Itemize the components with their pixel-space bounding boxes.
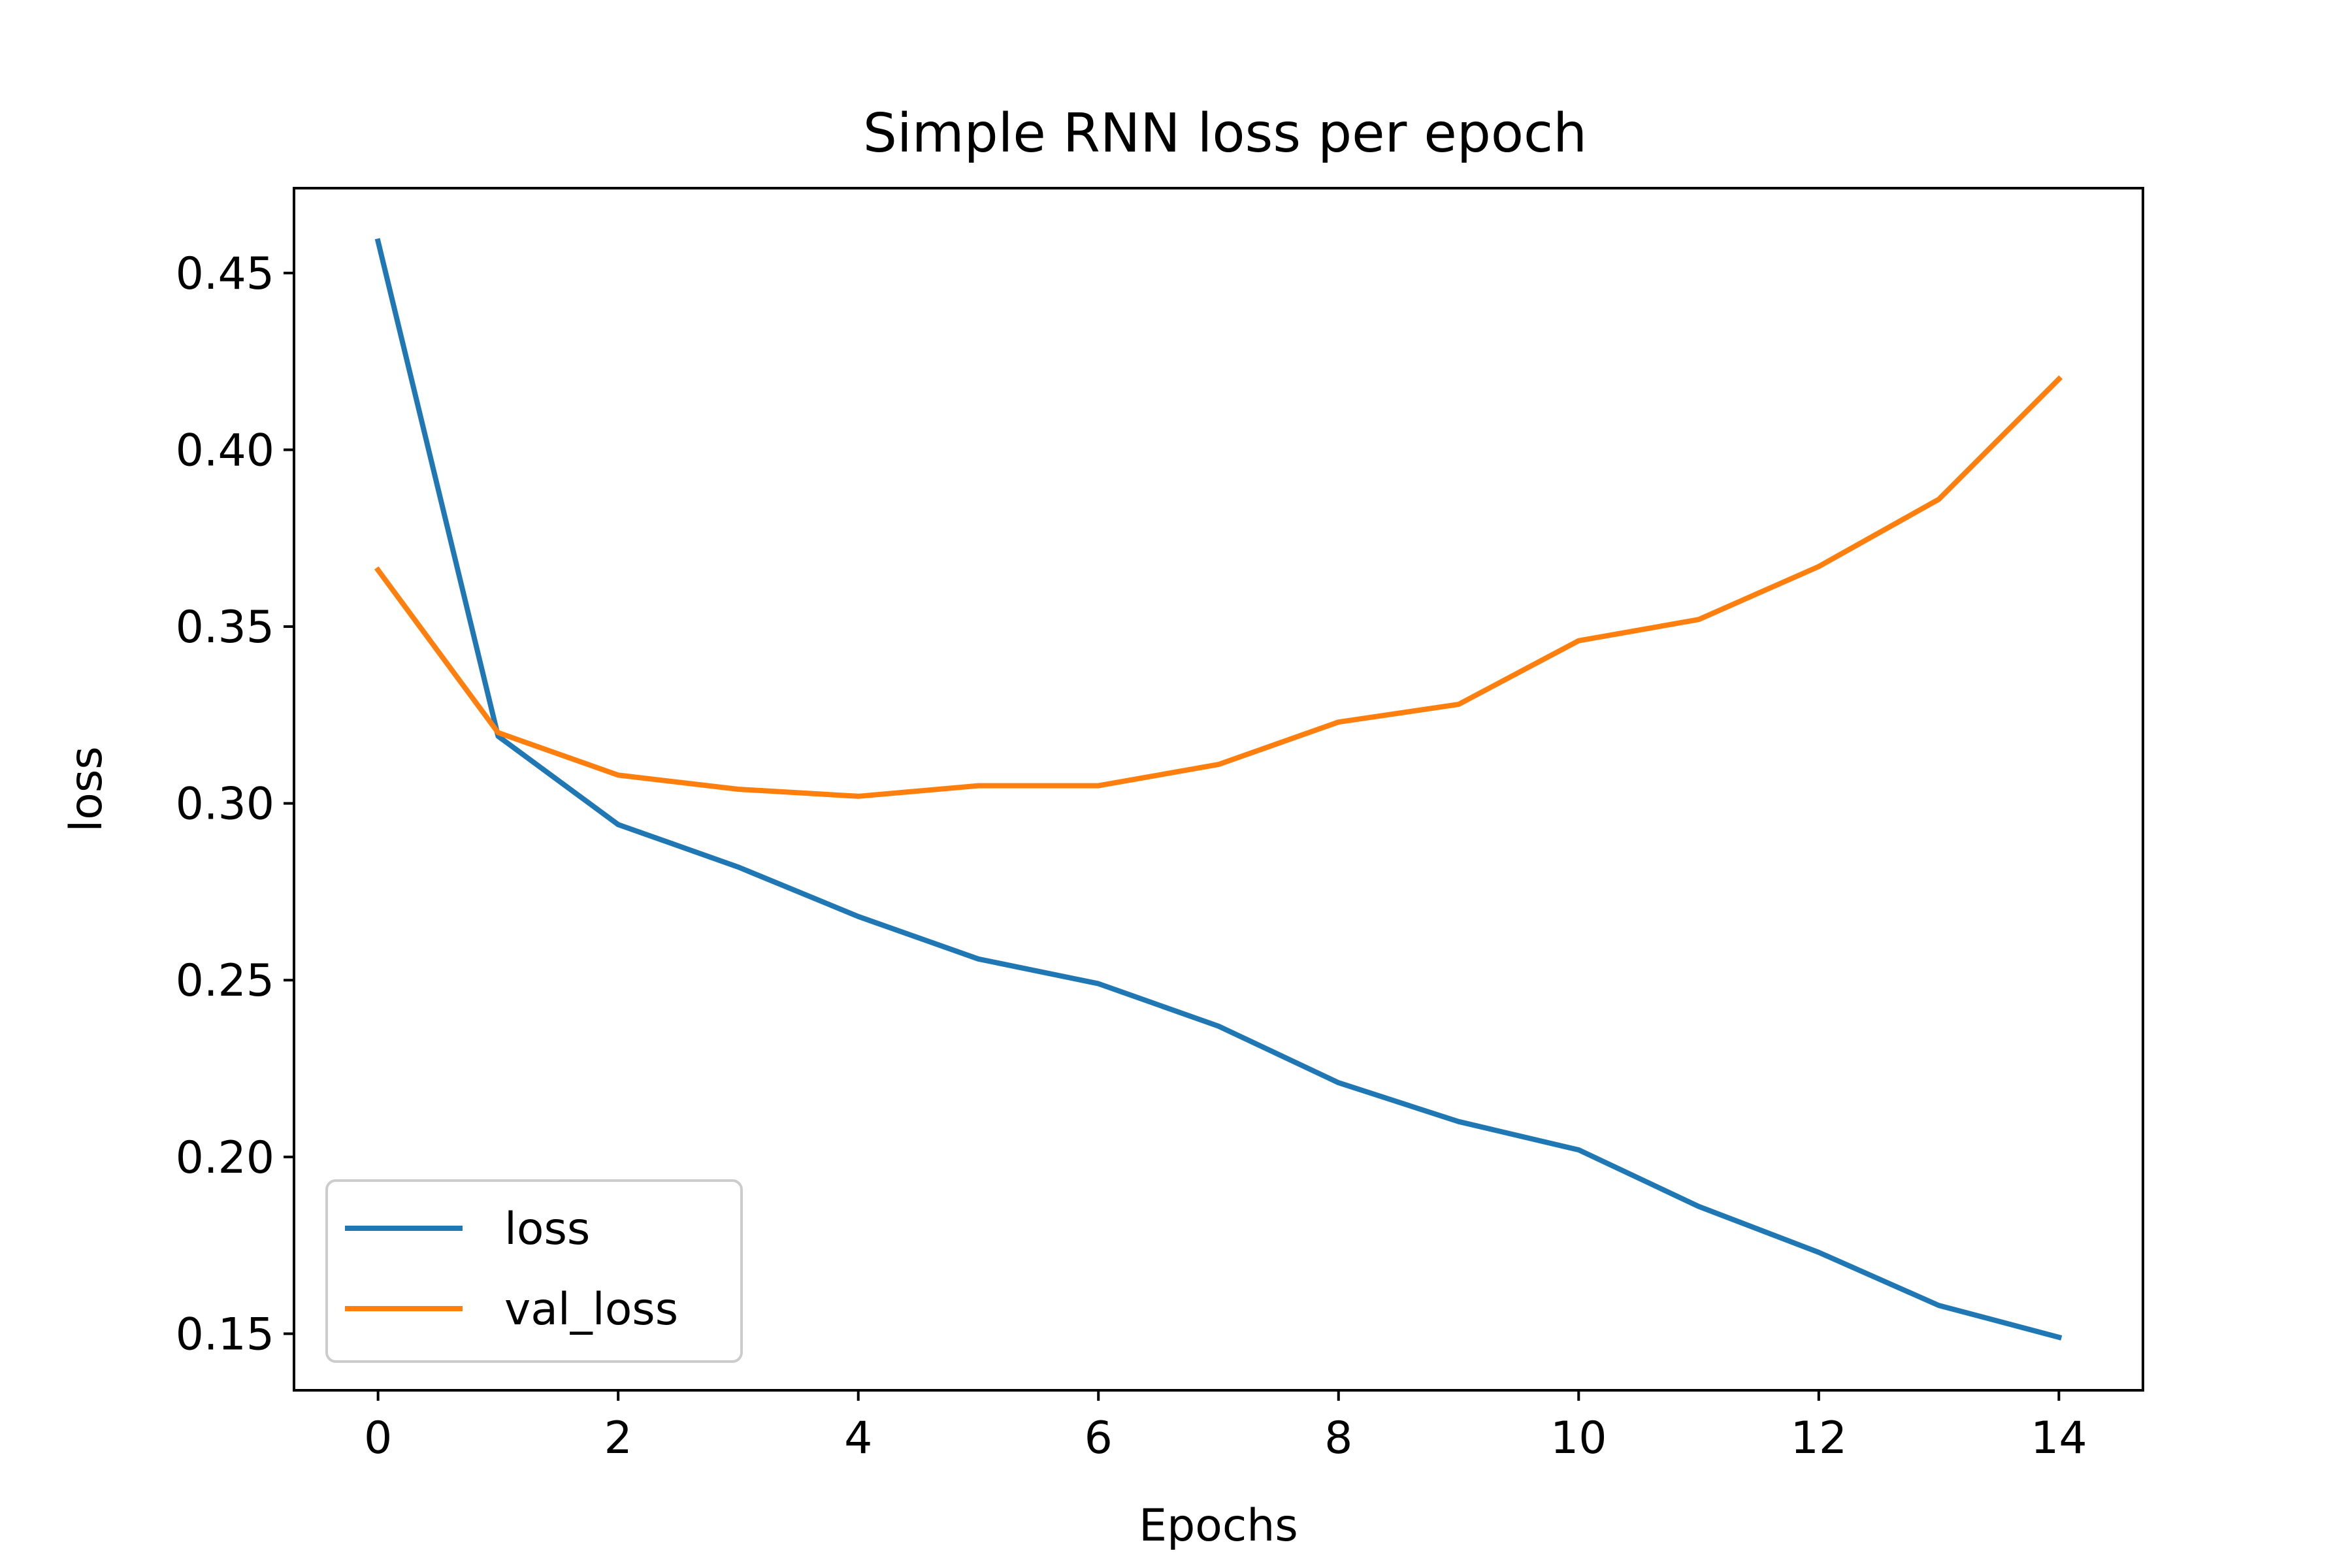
x-tick-label: 2 bbox=[604, 1413, 632, 1464]
series-line-loss bbox=[374, 238, 2063, 1341]
x-tick-label: 4 bbox=[844, 1413, 872, 1464]
x-tick-label: 10 bbox=[1550, 1413, 1607, 1464]
y-tick-label: 0.30 bbox=[176, 779, 274, 830]
legend: loss val_loss bbox=[325, 1179, 743, 1363]
x-tick-label: 12 bbox=[1791, 1413, 1848, 1464]
y-axis-label: loss bbox=[61, 746, 112, 832]
series-layer bbox=[374, 238, 2063, 1341]
y-tick-label: 0.15 bbox=[176, 1309, 274, 1360]
chart-title: Simple RNN loss per epoch bbox=[863, 103, 1587, 165]
x-tick-label: 0 bbox=[364, 1413, 392, 1464]
y-tick-label: 0.45 bbox=[176, 248, 274, 300]
axes-frame bbox=[293, 187, 2144, 1392]
x-axis-label: Epochs bbox=[1139, 1500, 1298, 1552]
y-axis: 0.15 0.20 0.25 0.30 0.35 0.40 0.45 bbox=[176, 248, 294, 1360]
x-tick-label: 6 bbox=[1085, 1413, 1113, 1464]
series-line-val-loss bbox=[374, 375, 2063, 799]
x-tick-label: 14 bbox=[2031, 1413, 2087, 1464]
y-tick-label: 0.40 bbox=[176, 425, 274, 476]
x-tick-label: 8 bbox=[1324, 1413, 1352, 1464]
x-axis: 0 2 4 6 8 10 12 14 bbox=[364, 1390, 2087, 1464]
y-tick-label: 0.20 bbox=[176, 1132, 274, 1184]
legend-label-loss: loss bbox=[504, 1203, 590, 1255]
y-tick-label: 0.25 bbox=[176, 955, 274, 1007]
y-tick-label: 0.35 bbox=[176, 602, 274, 653]
legend-label-val-loss: val_loss bbox=[504, 1284, 678, 1335]
plot-area bbox=[293, 187, 2144, 1392]
